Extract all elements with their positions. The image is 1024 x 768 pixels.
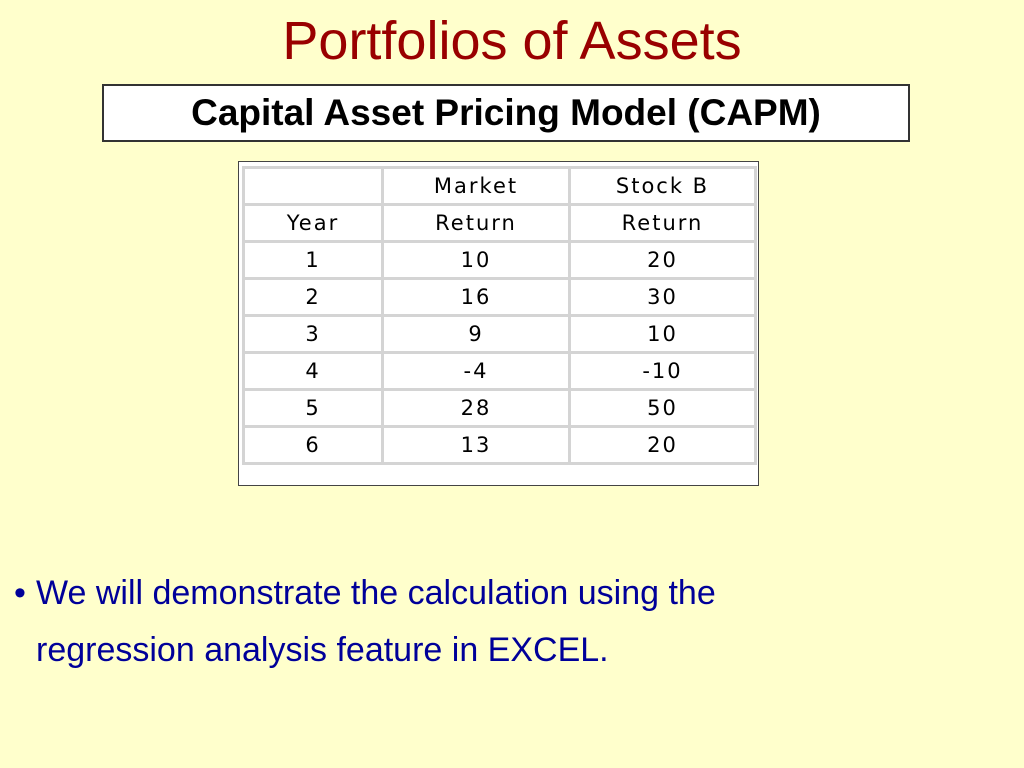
bullet-point: • We will demonstrate the calculation us… xyxy=(14,565,1004,679)
market-return-cell: -4 xyxy=(381,351,571,391)
table-row: 1 10 20 xyxy=(242,240,757,280)
table-row: 3 9 10 xyxy=(242,314,757,354)
stock-b-return-cell: 20 xyxy=(568,425,757,465)
market-return-cell: 16 xyxy=(381,277,571,317)
table-header-row: Market Stock B xyxy=(242,166,757,206)
header-cell: Market xyxy=(381,166,571,206)
year-cell: 1 xyxy=(242,240,384,280)
year-cell: 6 xyxy=(242,425,384,465)
year-cell: 4 xyxy=(242,351,384,391)
table-row: 5 28 50 xyxy=(242,388,757,428)
bullet-text-line-1: We will demonstrate the calculation usin… xyxy=(36,574,716,612)
table-row: 4 -4 -10 xyxy=(242,351,757,391)
stock-b-return-cell: 30 xyxy=(568,277,757,317)
subtitle-box: Capital Asset Pricing Model (CAPM) xyxy=(102,84,910,142)
year-cell: 3 xyxy=(242,314,384,354)
header-cell: Stock B xyxy=(568,166,757,206)
table-row: 6 13 20 xyxy=(242,425,757,465)
market-return-cell: 28 xyxy=(381,388,571,428)
returns-table: Market Stock B Year Return Return 1 10 2… xyxy=(242,166,757,465)
market-return-cell: 10 xyxy=(381,240,571,280)
stock-b-return-cell: -10 xyxy=(568,351,757,391)
returns-table-container: Market Stock B Year Return Return 1 10 2… xyxy=(238,161,759,486)
year-cell: 5 xyxy=(242,388,384,428)
slide-title: Portfolios of Assets xyxy=(282,11,742,71)
bullet-text-line-2: regression analysis feature in EXCEL. xyxy=(36,631,609,669)
table-row: 2 16 30 xyxy=(242,277,757,317)
market-return-cell: 9 xyxy=(381,314,571,354)
bullet-line-1: • We will demonstrate the calculation us… xyxy=(14,565,1004,622)
table-header-row: Year Return Return xyxy=(242,203,757,243)
header-cell: Year xyxy=(242,203,384,243)
stock-b-return-cell: 10 xyxy=(568,314,757,354)
header-cell: Return xyxy=(568,203,757,243)
header-cell: Return xyxy=(381,203,571,243)
year-cell: 2 xyxy=(242,277,384,317)
bullet-icon: • xyxy=(14,574,26,612)
stock-b-return-cell: 50 xyxy=(568,388,757,428)
header-cell xyxy=(242,166,384,206)
market-return-cell: 13 xyxy=(381,425,571,465)
stock-b-return-cell: 20 xyxy=(568,240,757,280)
